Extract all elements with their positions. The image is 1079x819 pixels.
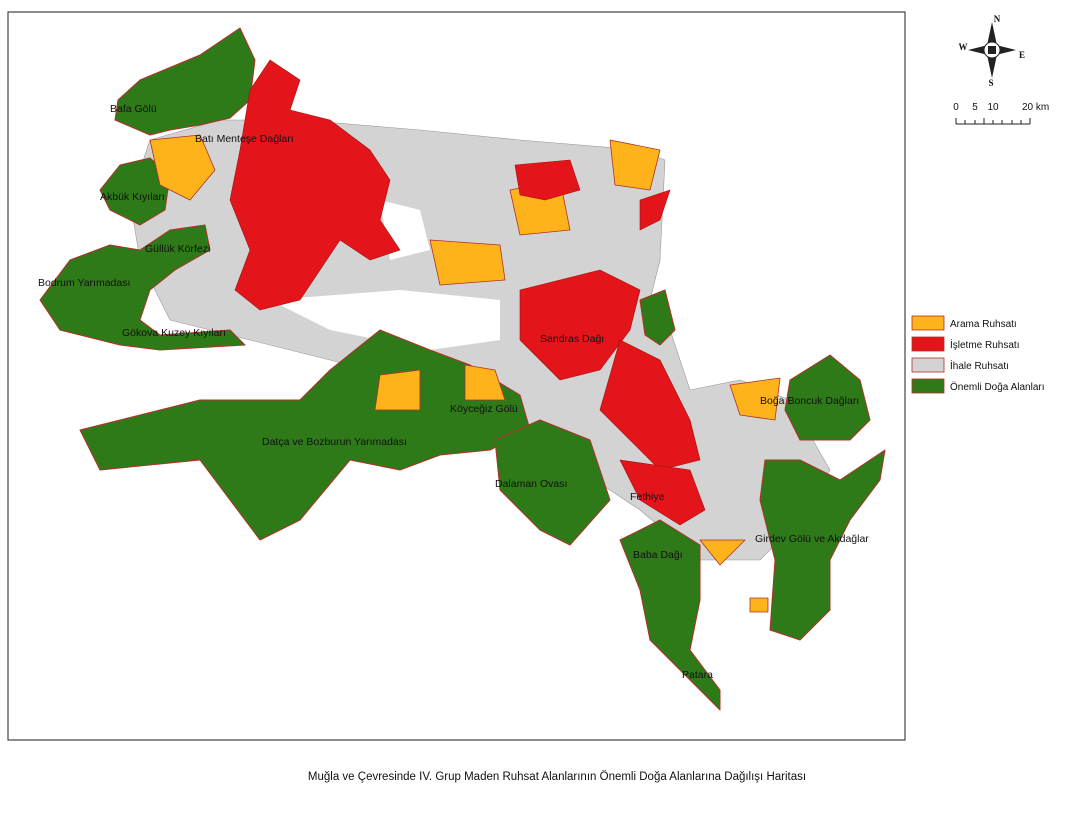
compass-e: E bbox=[1019, 50, 1025, 60]
compass-n: N bbox=[994, 14, 1001, 24]
place-label: Girdev Gölü ve Akdağlar bbox=[755, 533, 869, 545]
compass-s: S bbox=[988, 78, 993, 88]
legend-label: Arama Ruhsatı bbox=[950, 319, 1017, 330]
legend-swatch bbox=[911, 378, 945, 394]
place-label: Sandras Dağı bbox=[540, 333, 604, 345]
place-label: Fethiye bbox=[630, 491, 665, 503]
map-shapes bbox=[39, 27, 886, 711]
scale-label: 10 bbox=[987, 102, 999, 113]
place-label: Akbük Kıyıları bbox=[100, 191, 165, 203]
place-label: Datça ve Bozburun Yarımadası bbox=[262, 436, 407, 448]
place-labels: Bafa Gölü Batı Menteşe Dağları Akbük Kıy… bbox=[38, 103, 869, 681]
place-label: Baba Dağı bbox=[633, 549, 683, 561]
scale-label: 0 bbox=[953, 102, 959, 113]
scale-label: 5 bbox=[972, 102, 978, 113]
compass-w: W bbox=[959, 42, 968, 52]
legend-label: Önemli Doğa Alanları bbox=[950, 381, 1045, 393]
legend: Arama Ruhsatı İşletme Ruhsatı İhale Ruhsat… bbox=[911, 315, 1045, 394]
legend-label: İhale Ruhsatı bbox=[950, 359, 1009, 372]
legend-swatch bbox=[911, 315, 945, 331]
scale-label: 20 km bbox=[1022, 102, 1049, 113]
compass: N S E W bbox=[959, 14, 1026, 88]
legend-label: İşletme Ruhsatı bbox=[950, 338, 1019, 351]
place-label: Bafa Gölü bbox=[110, 103, 157, 115]
place-label: Güllük Körfezi bbox=[145, 243, 210, 255]
legend-swatch bbox=[911, 336, 945, 352]
place-label: Patara bbox=[682, 669, 713, 681]
place-label: Bodrum Yarımadası bbox=[38, 277, 130, 289]
caption: Muğla ve Çevresinde IV. Grup Maden Ruhsa… bbox=[308, 771, 806, 783]
scale-bar bbox=[955, 118, 1031, 125]
scale-labels: 0 5 10 20 km bbox=[953, 102, 1049, 113]
place-label: Gökova Kuzey Kıyıları bbox=[122, 327, 226, 339]
legend-swatch bbox=[911, 357, 945, 373]
place-label: Batı Menteşe Dağları bbox=[195, 133, 294, 145]
place-label: Boğa Boncuk Dağları bbox=[760, 395, 859, 407]
place-label: Dalaman Ovası bbox=[495, 478, 567, 490]
place-label: Köyceğiz Gölü bbox=[450, 403, 518, 415]
